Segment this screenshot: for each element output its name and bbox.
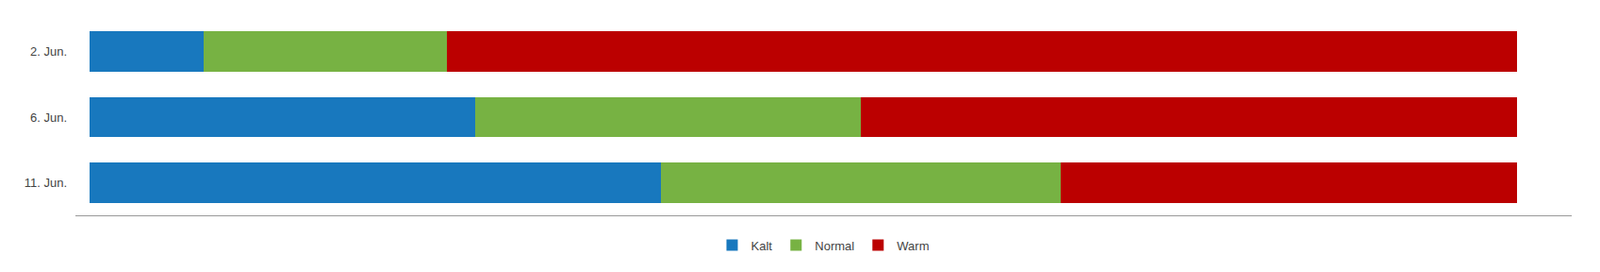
svg-text:Kalt: Kalt <box>751 238 774 253</box>
svg-text:2. Jun.: 2. Jun. <box>30 44 67 59</box>
svg-text:Warm: Warm <box>896 238 929 253</box>
svg-text:6. Jun.: 6. Jun. <box>30 110 67 125</box>
svg-text:Normal: Normal <box>814 238 855 253</box>
svg-text:11. Jun.: 11. Jun. <box>24 175 67 190</box>
